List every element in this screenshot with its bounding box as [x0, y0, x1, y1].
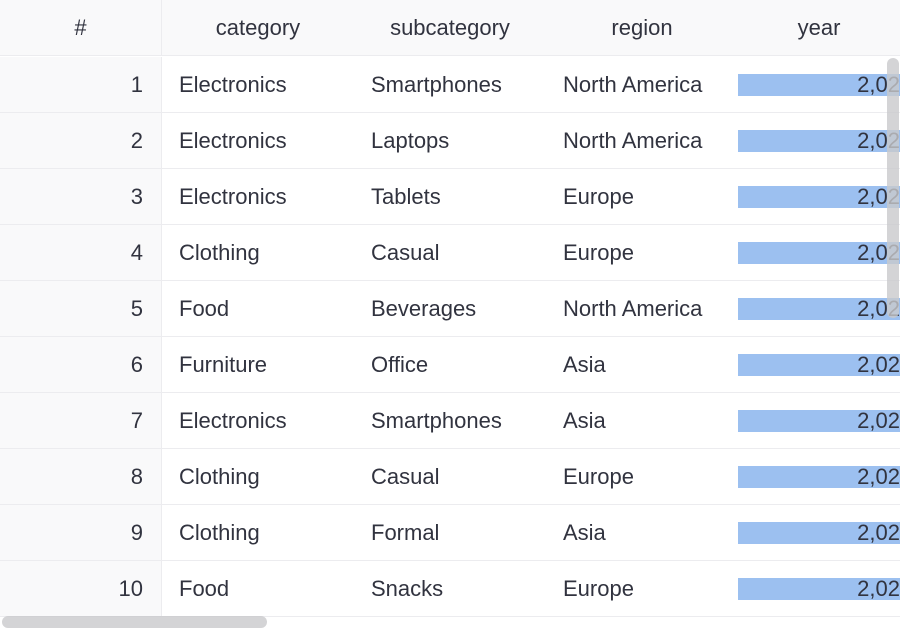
year-bar	[738, 578, 900, 600]
year-bar	[738, 354, 900, 376]
year-bar	[738, 466, 900, 488]
row-index: 8	[0, 449, 162, 504]
cell-subcategory[interactable]: Beverages	[371, 296, 477, 321]
cell-year[interactable]: 2,02	[738, 505, 900, 560]
cell-region[interactable]: Europe	[563, 184, 634, 209]
cell-year[interactable]: 2,02	[738, 449, 900, 504]
cell-region[interactable]: Europe	[563, 576, 634, 601]
table-row[interactable]: 3 Electronics Tablets Europe 2,02	[0, 169, 900, 225]
cell-category[interactable]: Clothing	[179, 520, 260, 545]
header-region[interactable]: region	[611, 15, 673, 40]
cell-region[interactable]: Asia	[563, 352, 606, 377]
year-bar	[738, 522, 900, 544]
table-row[interactable]: 2 Electronics Laptops North America 2,02	[0, 113, 900, 169]
table-row[interactable]: 4 Clothing Casual Europe 2,02	[0, 225, 900, 281]
row-index: 3	[0, 169, 162, 224]
row-index: 7	[0, 393, 162, 448]
cell-category[interactable]: Electronics	[179, 184, 287, 209]
header-row: # category subcategory region year	[0, 0, 900, 56]
row-index: 6	[0, 337, 162, 392]
year-bar	[738, 242, 900, 264]
cell-subcategory[interactable]: Formal	[371, 520, 440, 545]
year-bar	[738, 130, 900, 152]
cell-subcategory[interactable]: Casual	[371, 240, 440, 265]
cell-category[interactable]: Clothing	[179, 464, 260, 489]
table-row[interactable]: 10 Food Snacks Europe 2,02	[0, 561, 900, 617]
cell-region[interactable]: North America	[563, 128, 703, 153]
cell-category[interactable]: Electronics	[179, 408, 287, 433]
cell-subcategory[interactable]: Smartphones	[371, 408, 502, 433]
row-index: 4	[0, 225, 162, 280]
cell-year[interactable]: 2,02	[738, 561, 900, 616]
cell-category[interactable]: Electronics	[179, 128, 287, 153]
year-value: 2,02	[857, 352, 900, 377]
header-year[interactable]: year	[797, 15, 841, 40]
cell-category[interactable]: Furniture	[179, 352, 268, 377]
cell-region[interactable]: Asia	[563, 520, 606, 545]
table-row[interactable]: 7 Electronics Smartphones Asia 2,02	[0, 393, 900, 449]
cell-year[interactable]: 2,02	[738, 337, 900, 392]
table-row[interactable]: 5 Food Beverages North America 2,02	[0, 281, 900, 337]
cell-category[interactable]: Clothing	[179, 240, 260, 265]
row-index: 2	[0, 113, 162, 168]
cell-subcategory[interactable]: Smartphones	[371, 72, 502, 97]
row-index: 5	[0, 281, 162, 336]
row-index: 10	[0, 561, 162, 616]
table-row[interactable]: 9 Clothing Formal Asia 2,02	[0, 505, 900, 561]
horizontal-scrollbar[interactable]	[2, 616, 267, 628]
cell-year[interactable]: 2,02	[738, 169, 900, 224]
year-bar	[738, 186, 900, 208]
cell-subcategory[interactable]: Tablets	[371, 184, 441, 209]
year-value: 2,02	[857, 464, 900, 489]
cell-category[interactable]: Food	[179, 576, 230, 601]
cell-year[interactable]: 2,02	[738, 225, 900, 280]
header-category[interactable]: category	[215, 15, 301, 40]
cell-region[interactable]: North America	[563, 296, 703, 321]
cell-year[interactable]: 2,02	[738, 57, 900, 112]
cell-year[interactable]: 2,02	[738, 393, 900, 448]
year-bar	[738, 298, 900, 320]
header-index[interactable]: #	[0, 0, 162, 55]
year-bar	[738, 410, 900, 432]
cell-region[interactable]: Europe	[563, 464, 634, 489]
table-row[interactable]: 1 Electronics Smartphones North America 2,02	[0, 57, 900, 113]
cell-subcategory[interactable]: Laptops	[371, 128, 450, 153]
vertical-scrollbar[interactable]	[887, 58, 899, 318]
row-index: 9	[0, 505, 162, 560]
cell-year[interactable]: 2,02	[738, 281, 900, 336]
header-subcategory[interactable]: subcategory	[390, 15, 510, 40]
cell-subcategory[interactable]: Casual	[371, 464, 440, 489]
cell-region[interactable]: Europe	[563, 240, 634, 265]
row-index: 1	[0, 57, 162, 112]
year-value: 2,02	[857, 408, 900, 433]
table-row[interactable]: 8 Clothing Casual Europe 2,02	[0, 449, 900, 505]
cell-region[interactable]: Asia	[563, 408, 606, 433]
year-bar	[738, 74, 900, 96]
cell-category[interactable]: Food	[179, 296, 230, 321]
data-table: # category subcategory region year 1 Elec…	[0, 0, 900, 617]
cell-subcategory[interactable]: Office	[371, 352, 429, 377]
cell-region[interactable]: North America	[563, 72, 703, 97]
table-row[interactable]: 6 Furniture Office Asia 2,02	[0, 337, 900, 393]
year-value: 2,02	[857, 576, 900, 601]
cell-year[interactable]: 2,02	[738, 113, 900, 168]
year-value: 2,02	[857, 520, 900, 545]
cell-category[interactable]: Electronics	[179, 72, 287, 97]
cell-subcategory[interactable]: Snacks	[371, 576, 444, 601]
